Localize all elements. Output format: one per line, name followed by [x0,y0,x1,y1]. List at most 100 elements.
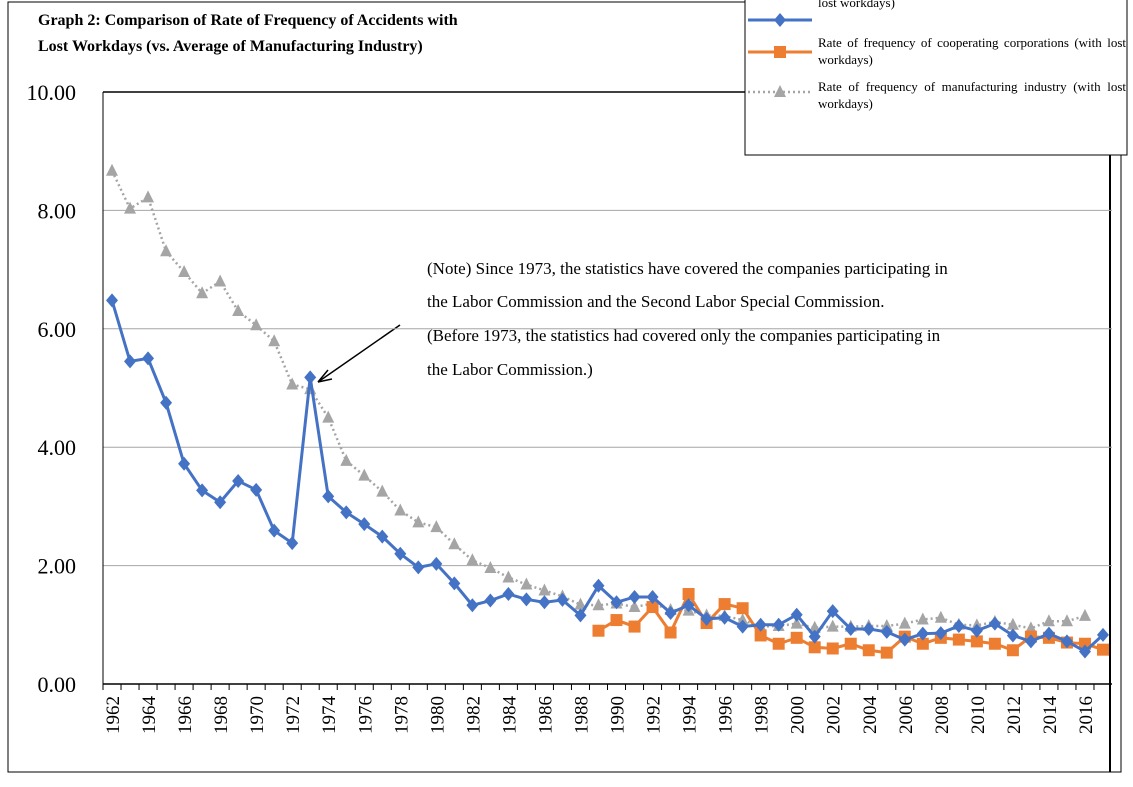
data-point [1024,634,1037,649]
legend-label: Rate of frequency of cooperating corpora… [818,34,1126,68]
legend-box [744,0,1128,156]
data-point [592,578,605,593]
data-point [1078,644,1091,659]
data-point [754,629,767,642]
data-point [934,610,947,623]
data-point [1042,614,1055,627]
x-tick-label: 1996 [716,696,737,734]
data-point [774,85,786,97]
data-point [790,631,803,644]
data-point [772,637,785,650]
data-point [826,642,839,655]
chart-title: Lost Workdays (vs. Average of Manufactur… [38,38,423,55]
data-point [682,598,695,613]
data-point [988,616,1001,631]
data-point [952,633,965,646]
note: (Note) Since 1973, the statistics have c… [427,259,948,278]
x-tick-label: 1990 [608,696,629,734]
data-point [1024,621,1037,634]
data-point [774,46,786,58]
data-point [862,621,875,636]
data-point [520,577,533,590]
data-point [376,484,389,497]
data-point [1006,628,1019,643]
x-tick-label: 2012 [1004,696,1025,734]
x-tick-label: 1994 [680,696,701,735]
data-point [250,482,263,497]
data-point [466,553,479,566]
data-point [214,495,227,510]
data-point [736,613,749,626]
data-point [1060,634,1073,649]
data-point [646,589,659,604]
data-point [142,351,155,366]
x-tick-label: 2004 [860,696,881,735]
data-point [160,244,173,257]
x-tick-label: 2016 [1076,696,1097,734]
y-tick-label: 10.00 [27,80,77,105]
data-point [502,570,515,583]
data-point [358,468,371,481]
data-point [412,560,425,575]
data-point [970,623,983,638]
data-point [862,644,875,657]
data-point [718,610,731,625]
data-point [898,632,911,647]
data-point [142,190,155,203]
data-point [430,520,443,533]
note: the Labor Commission.) [427,360,593,379]
x-tick-label: 1984 [499,696,520,735]
data-point [844,621,857,636]
x-tick-label: 2002 [824,696,845,734]
y-tick-label: 4.00 [38,435,77,460]
data-point [250,318,263,331]
data-point [1060,614,1073,627]
data-point [790,607,803,622]
data-point [808,641,821,654]
y-tick-label: 6.00 [38,317,77,342]
data-point [664,626,677,639]
x-tick-label: 1982 [463,696,484,734]
data-point [412,515,425,528]
x-tick-label: 1978 [391,696,412,734]
data-point [268,523,281,538]
data-point [466,598,479,613]
data-point [268,334,281,347]
data-point [1096,627,1109,642]
data-point [772,617,785,632]
x-tick-label: 1968 [211,696,232,734]
note: (Before 1973, the statistics had covered… [427,326,941,345]
series-line [110,170,1086,630]
x-tick-label: 1964 [139,696,160,735]
data-point [1042,626,1055,641]
data-point [880,646,893,659]
data-point [430,556,443,571]
data-point [592,598,605,611]
data-point [898,616,911,629]
data-point [214,274,227,287]
data-point [124,354,137,369]
data-point [232,304,245,317]
data-point [448,537,461,550]
legend-label: Rate of frequency of manufacturing indus… [818,78,1126,112]
data-point [556,592,569,607]
x-tick-label: 2014 [1040,696,1061,735]
note: the Labor Commission and the Second Labo… [427,292,885,311]
data-point [322,410,335,423]
data-point [592,624,605,637]
data-point [736,602,749,615]
data-point [916,637,929,650]
data-point [160,395,173,410]
x-tick-label: 2010 [968,696,989,734]
data-point [844,637,857,650]
x-tick-label: 1976 [355,696,376,734]
data-point [304,370,317,385]
chart-title: Graph 2: Comparison of Rate of Frequency… [38,12,458,29]
data-point [808,620,821,633]
data-point [790,616,803,629]
data-point [574,608,587,623]
data-point [754,617,767,632]
data-point [124,201,137,214]
data-point [826,619,839,632]
